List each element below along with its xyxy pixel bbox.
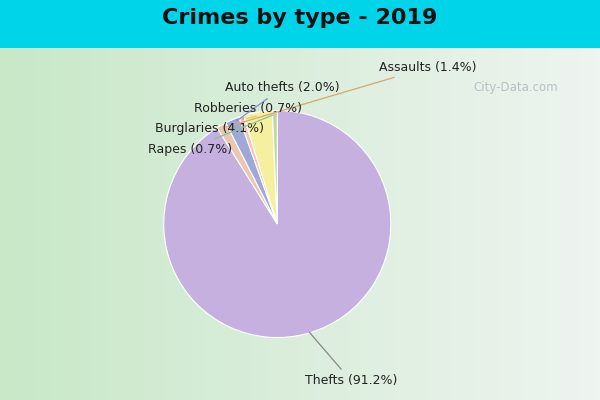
Text: Assaults (1.4%): Assaults (1.4%) [226,61,477,127]
Text: Auto thefts (2.0%): Auto thefts (2.0%) [225,81,340,121]
Text: Crimes by type - 2019: Crimes by type - 2019 [163,8,437,28]
Wedge shape [164,110,391,338]
Text: City-Data.com: City-Data.com [473,82,558,94]
Wedge shape [272,110,277,224]
Wedge shape [226,117,277,224]
Wedge shape [239,116,277,224]
Text: Rapes (0.7%): Rapes (0.7%) [148,115,273,156]
Text: Burglaries (4.1%): Burglaries (4.1%) [155,116,263,135]
Wedge shape [217,123,277,224]
Text: Robberies (0.7%): Robberies (0.7%) [194,102,302,119]
Wedge shape [244,110,277,224]
Text: Thefts (91.2%): Thefts (91.2%) [305,332,397,387]
